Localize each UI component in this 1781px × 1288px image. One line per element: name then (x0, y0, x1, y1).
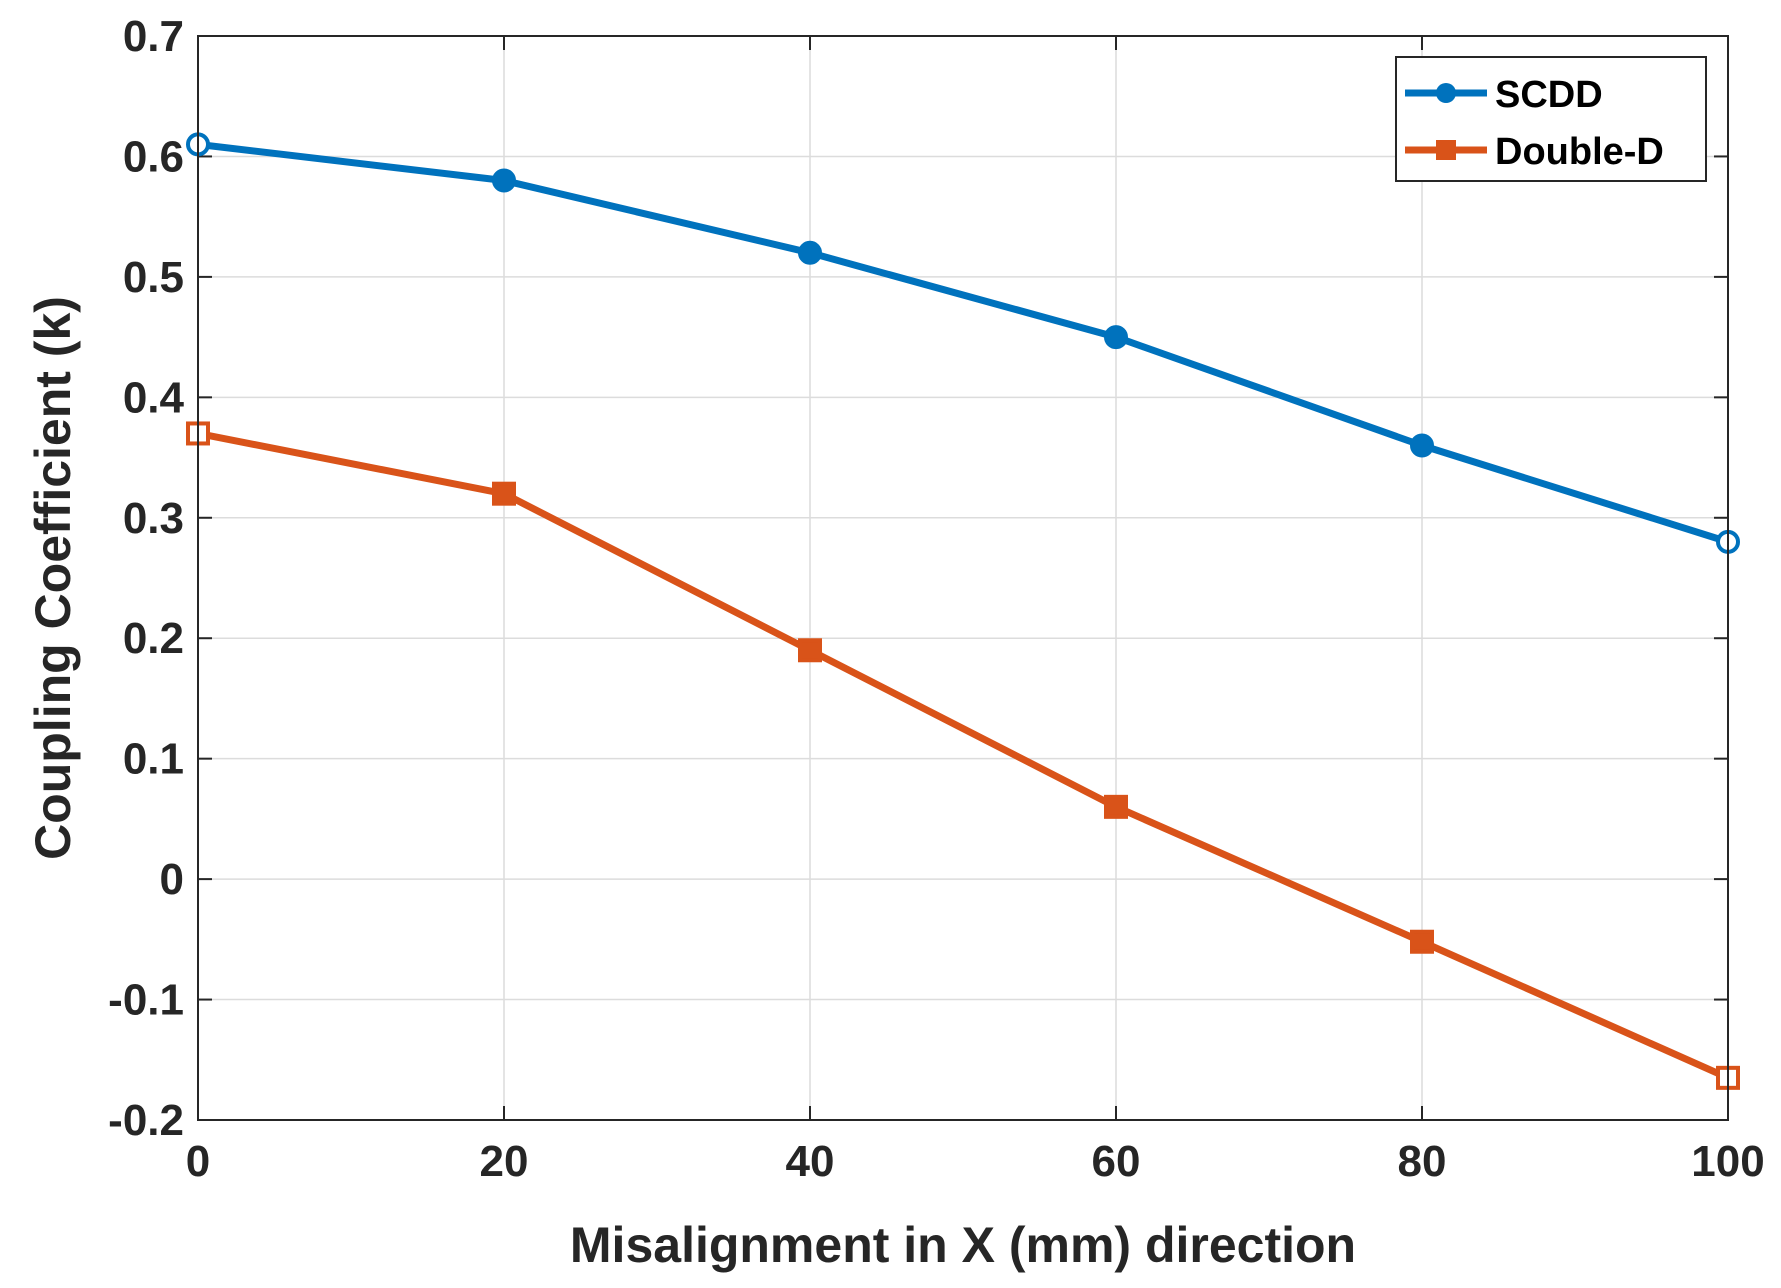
y-tick-label: 0.3 (123, 494, 184, 543)
x-tick-label: 100 (1691, 1137, 1764, 1186)
y-tick-label: 0.6 (123, 132, 184, 181)
y-tick-label: -0.1 (108, 976, 184, 1025)
y-tick-label: 0.7 (123, 12, 184, 61)
data-point-double-d (798, 638, 822, 663)
x-tick-label: 40 (786, 1137, 835, 1186)
y-tick-label: 0.4 (123, 373, 185, 422)
y-tick-label: 0.1 (123, 735, 184, 784)
legend-label-scdd: SCDD (1495, 74, 1603, 116)
grid (198, 36, 1728, 1120)
x-axis-label: Misalignment in X (mm) direction (570, 1217, 1356, 1273)
y-tick-label: 0.2 (123, 614, 184, 663)
data-point-scdd (1410, 433, 1434, 458)
data-point-double-d (1410, 929, 1434, 954)
tick-labels: 0 20 40 60 80 100 0.7 0.6 0.5 0.4 0.3 0.2 0.1 0 -0.1 -0… (108, 12, 1765, 1186)
series-line-double-d (194, 429, 1732, 1082)
y-axis-label: Coupling Coefficient (k) (25, 296, 81, 860)
legend: SCDD Double-D (1395, 56, 1707, 182)
x-tick-label: 0 (186, 1137, 210, 1186)
y-tick-label: 0.5 (123, 253, 184, 302)
y-tick-label: 0 (160, 855, 184, 904)
legend-box (1395, 56, 1707, 182)
data-point-double-d (492, 481, 516, 506)
plot-area (198, 36, 1728, 1120)
series-group (186, 132, 1740, 1090)
plot-frame (197, 35, 1729, 1121)
legend-marker-scdd (1436, 83, 1456, 103)
data-point-double-d (1104, 794, 1128, 819)
x-tick-label: 80 (1398, 1137, 1447, 1186)
series-line-scdd (194, 140, 1732, 546)
x-tick-label: 20 (480, 1137, 529, 1186)
data-point-scdd (492, 168, 516, 193)
legend-label-double-d: Double-D (1495, 131, 1664, 173)
data-point-scdd (798, 240, 822, 265)
x-tick-label: 60 (1092, 1137, 1141, 1186)
legend-marker-double-d (1436, 140, 1456, 160)
y-tick-label: -0.2 (108, 1096, 184, 1145)
data-point-scdd (1104, 325, 1128, 350)
